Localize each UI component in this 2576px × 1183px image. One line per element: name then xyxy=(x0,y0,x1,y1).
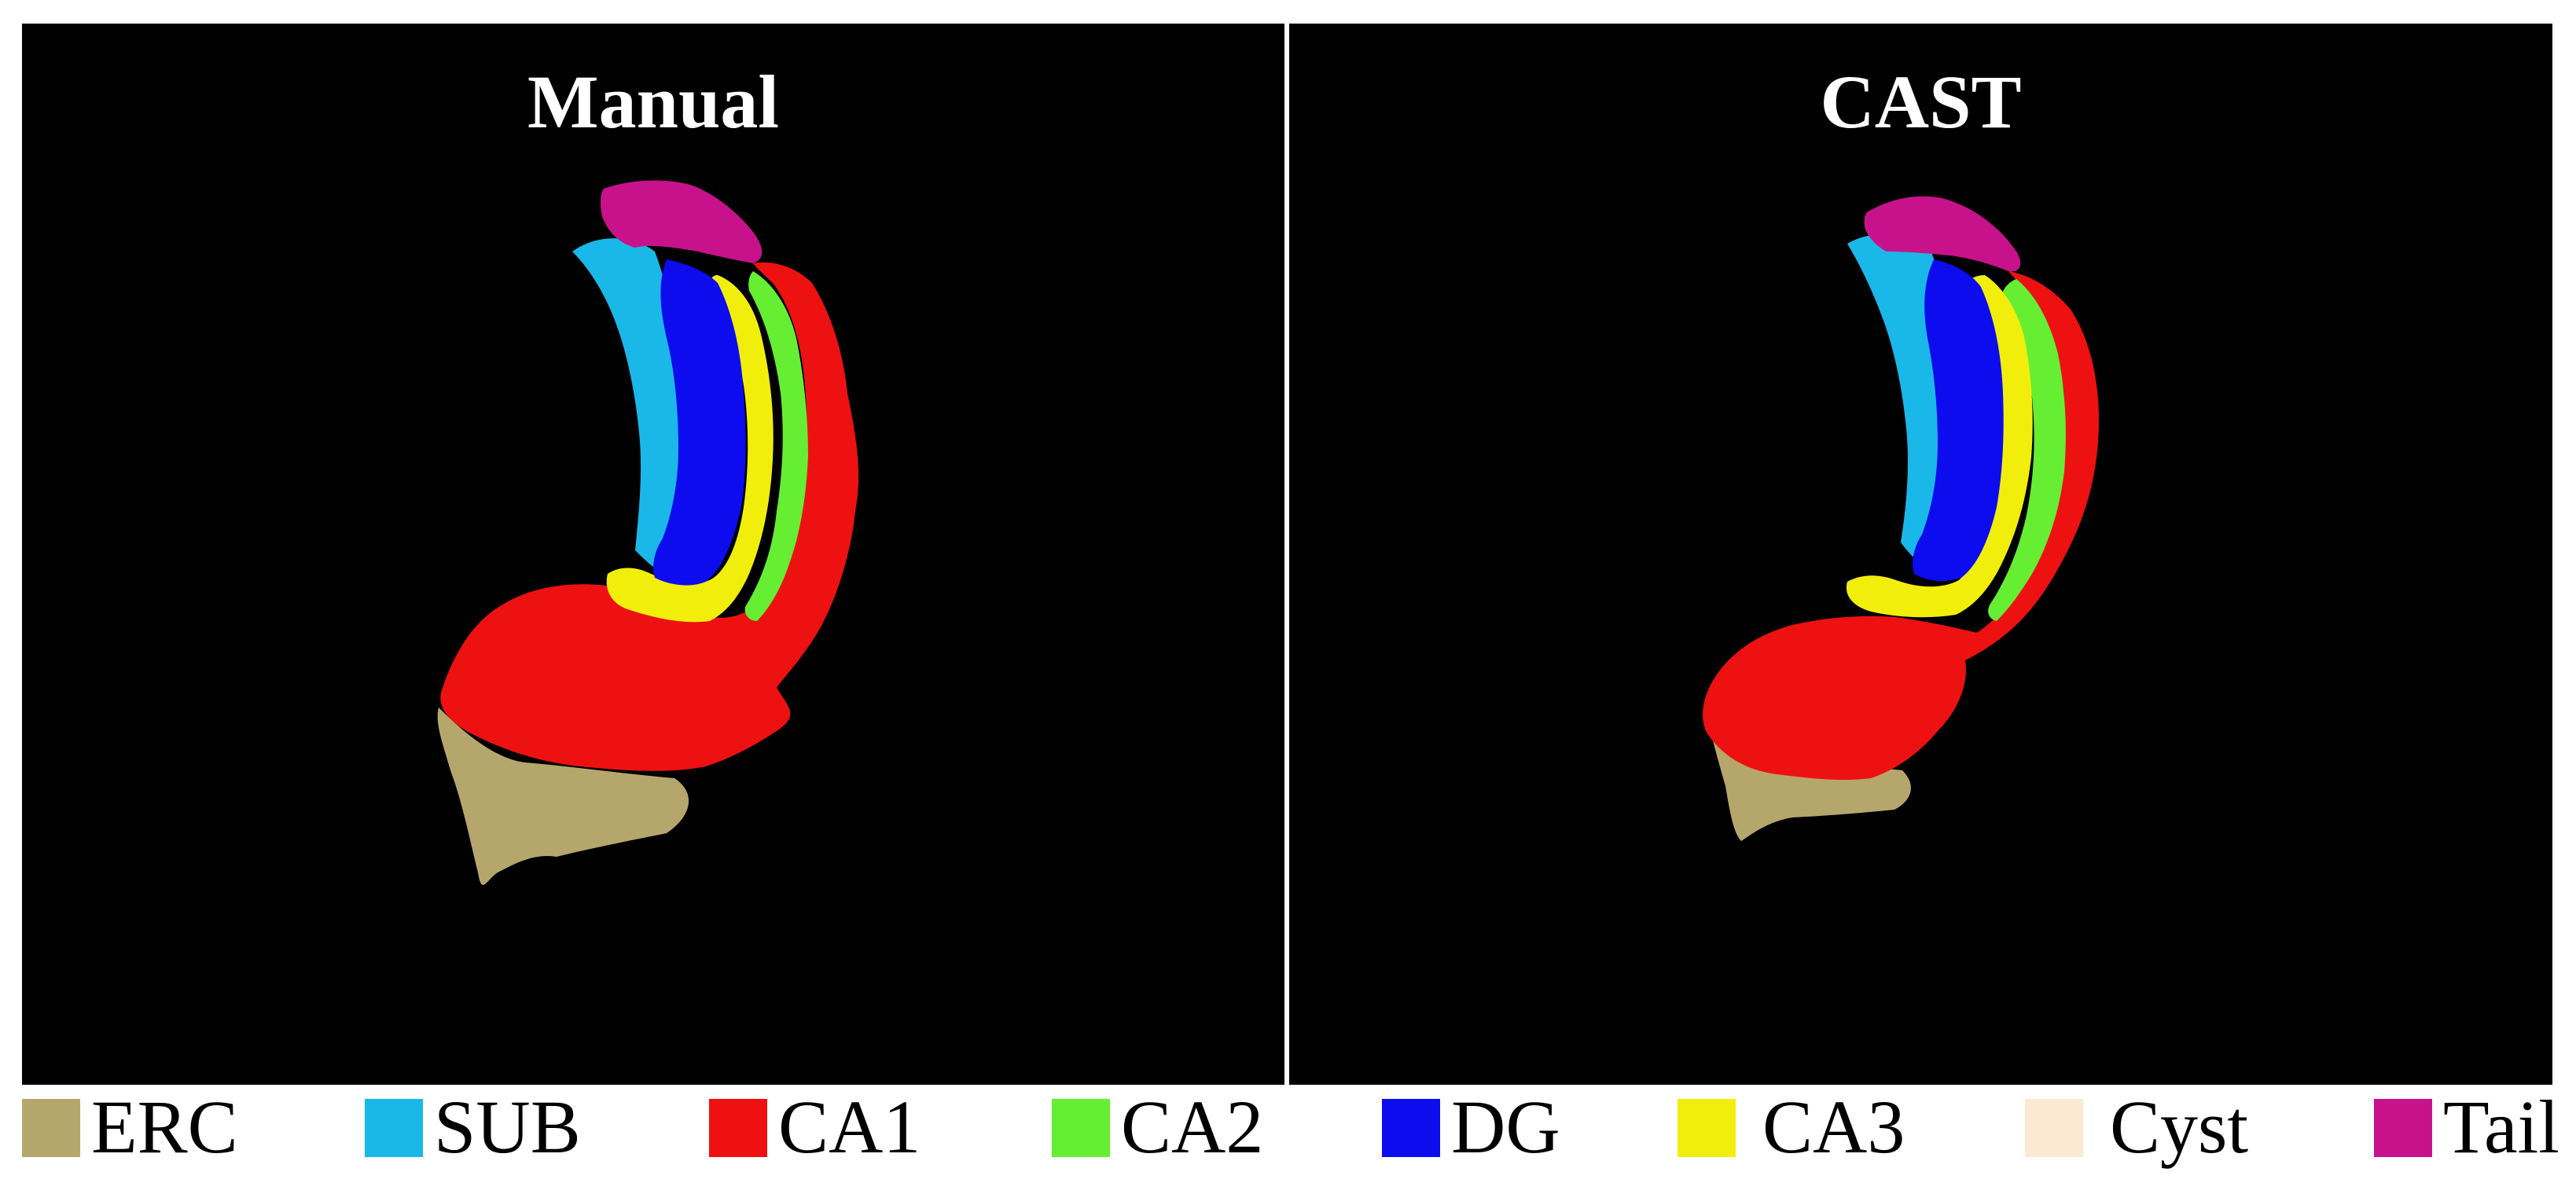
legend-swatch xyxy=(2374,1099,2432,1157)
legend: ERC SUB CA1 CA2 DG CA3 Cyst Tail xyxy=(22,1089,2561,1173)
panel-cast: CAST xyxy=(1289,24,2552,1085)
legend-swatch xyxy=(709,1099,767,1157)
legend-label: ERC xyxy=(91,1085,238,1169)
legend-swatch xyxy=(1052,1099,1110,1157)
region-dg xyxy=(1913,259,2004,582)
legend-label: SUB xyxy=(434,1085,581,1169)
panel-title-cast: CAST xyxy=(1820,60,2022,144)
legend-label: CA2 xyxy=(1121,1085,1264,1169)
region-ca1 xyxy=(1703,271,2099,781)
hippocampus-render-manual xyxy=(437,180,859,885)
legend-swatch xyxy=(1678,1099,1736,1157)
region-ca3 xyxy=(606,275,774,623)
legend-swatch xyxy=(365,1099,423,1157)
region-tail xyxy=(1864,196,2021,272)
legend-swatch xyxy=(2025,1099,2083,1157)
legend-label: Cyst xyxy=(2110,1085,2249,1169)
hippocampus-render-cast xyxy=(1703,196,2099,841)
legend-swatch xyxy=(1382,1099,1440,1157)
region-ca2 xyxy=(744,271,808,621)
region-ca1 xyxy=(440,262,859,771)
legend-label: DG xyxy=(1451,1085,1560,1169)
region-erc xyxy=(437,707,689,885)
panel-manual: Manual xyxy=(22,24,1284,1085)
legend-swatch xyxy=(22,1099,80,1157)
legend-label: Tail xyxy=(2443,1085,2559,1169)
legend-label: CA3 xyxy=(1762,1085,1905,1169)
region-tail xyxy=(600,180,763,263)
region-ca2 xyxy=(1988,279,2066,621)
region-dg xyxy=(653,259,746,586)
legend-label: CA1 xyxy=(778,1085,921,1169)
panel-title-manual: Manual xyxy=(527,60,780,144)
